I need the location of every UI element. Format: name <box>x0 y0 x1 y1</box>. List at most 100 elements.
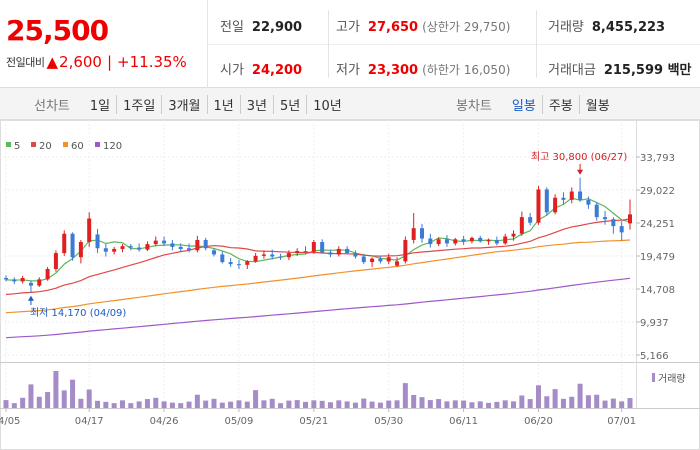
candle-body <box>378 258 383 262</box>
volume-bar <box>511 401 517 408</box>
stat-value: 27,650 <box>367 20 419 35</box>
line-tab-2[interactable]: 3개월 <box>161 94 206 114</box>
volume-bar <box>610 398 616 408</box>
quote-stats: 전일 22,900 고가 27,650 (상한가 29,750) 거래량 8,455,223… <box>208 0 700 88</box>
candle-body <box>603 217 608 220</box>
candle-body <box>286 253 291 258</box>
candle-tab-1[interactable]: 주봉 <box>541 94 579 114</box>
legend-label: 5 <box>14 141 20 152</box>
volume-bar <box>20 397 26 408</box>
candle-body <box>45 268 50 280</box>
volume-bar <box>261 400 267 408</box>
volume-bar <box>178 403 184 408</box>
candle-body <box>578 191 583 200</box>
volume-bar <box>461 400 467 408</box>
line-tab-3[interactable]: 1년 <box>206 94 240 114</box>
volume-bar <box>119 400 125 408</box>
candle-body <box>228 262 233 265</box>
candle-body <box>220 254 225 263</box>
volume-bar <box>228 401 234 408</box>
stat-label: 저가 <box>336 63 360 78</box>
legend-label: 120 <box>103 141 122 152</box>
change-value: 2,600 <box>59 53 102 71</box>
candle-body <box>112 248 117 252</box>
x-tick-label: 06/20 <box>524 416 553 427</box>
stat-label: 고가 <box>336 20 360 35</box>
candle-body <box>345 248 350 254</box>
candle-body <box>428 238 433 245</box>
candlestick-chart: 33,793 29,022 24,251 19,479 14,708 9,937 5,166… <box>0 120 700 450</box>
price-change: 전일대비 ▲ 2,600 | +11.35% <box>6 53 187 71</box>
legend-swatch <box>95 142 100 147</box>
volume-bar <box>535 385 541 408</box>
volume-bar <box>311 400 317 408</box>
volume-bar <box>186 401 192 408</box>
candle-body <box>145 244 150 250</box>
stat-limit: (상한가 29,750) <box>422 20 511 34</box>
candle-body <box>245 261 250 265</box>
change-label: 전일대비 <box>6 56 45 69</box>
line-tab-5[interactable]: 5년 <box>273 94 306 114</box>
line-tab-0[interactable]: 1일 <box>89 98 111 114</box>
volume-bar <box>486 402 492 408</box>
volume-bar <box>336 400 342 408</box>
ma5-line <box>5 197 631 282</box>
candle-body <box>519 217 524 234</box>
candle-body <box>420 228 424 239</box>
candle-body <box>28 282 33 286</box>
volume-bar <box>544 396 550 408</box>
volume-bar <box>11 403 17 408</box>
stats-divider <box>208 44 700 45</box>
candle-tab-0[interactable]: 일봉 <box>511 98 536 114</box>
candle-body <box>37 279 42 286</box>
volume-bar <box>527 399 533 408</box>
candle-body <box>411 228 416 240</box>
candle-body <box>553 197 558 213</box>
candle-body <box>586 199 591 205</box>
stat-limit: (하한가 16,050) <box>422 63 511 77</box>
quote-summary: 25,500 전일대비 ▲ 2,600 | +11.35% 전일 22,900 고가… <box>0 0 700 88</box>
legend-label: 60 <box>71 141 84 152</box>
legend-label: 20 <box>39 141 52 152</box>
price-panel: 25,500 전일대비 ▲ 2,600 | +11.35% <box>0 0 208 88</box>
candle-body <box>295 251 300 254</box>
candle-body <box>453 239 458 244</box>
volume-bar <box>103 401 109 408</box>
x-tick-label: 05/30 <box>374 416 403 427</box>
volume-bar <box>377 402 383 408</box>
volume-bar <box>269 398 275 408</box>
volume-bar <box>569 396 575 408</box>
volume-bar <box>494 401 500 408</box>
volume-bar <box>203 400 209 408</box>
candle-body <box>353 253 358 257</box>
y-tick-label: 29,022 <box>640 186 675 197</box>
candle-chart-tabs: 봉차트 일봉 주봉 월봉 <box>456 88 616 120</box>
stat-5: 거래대금 215,599 백만 <box>548 59 692 78</box>
candle-body <box>561 197 566 200</box>
line-tab-1[interactable]: 1주일 <box>116 94 161 114</box>
candle-body <box>320 242 325 253</box>
line-tab-4[interactable]: 3년 <box>239 94 273 114</box>
stat-0: 전일 22,900 <box>220 16 302 35</box>
line-tab-6[interactable]: 10년 <box>306 94 348 114</box>
volume-bar <box>278 403 284 408</box>
volume-bar <box>560 398 566 408</box>
candle-body <box>261 254 266 256</box>
candle-tab-2[interactable]: 월봉 <box>578 94 616 114</box>
candle-body <box>444 239 449 244</box>
legend-swatch <box>63 142 68 147</box>
candle-body <box>544 189 549 213</box>
volume-bar <box>144 399 150 408</box>
candle-body <box>619 226 624 233</box>
x-tick-label: 05/09 <box>225 416 254 427</box>
candle-body <box>569 191 574 200</box>
candle-body <box>195 239 200 251</box>
x-tick-label: 04/26 <box>150 416 179 427</box>
volume-bar <box>386 400 392 408</box>
candle-body <box>78 242 83 258</box>
low-arrow-head-icon <box>27 295 34 301</box>
stat-label: 전일 <box>220 20 244 35</box>
candle-body <box>203 239 208 249</box>
volume-bar <box>169 402 175 408</box>
ma20-line <box>5 218 631 296</box>
